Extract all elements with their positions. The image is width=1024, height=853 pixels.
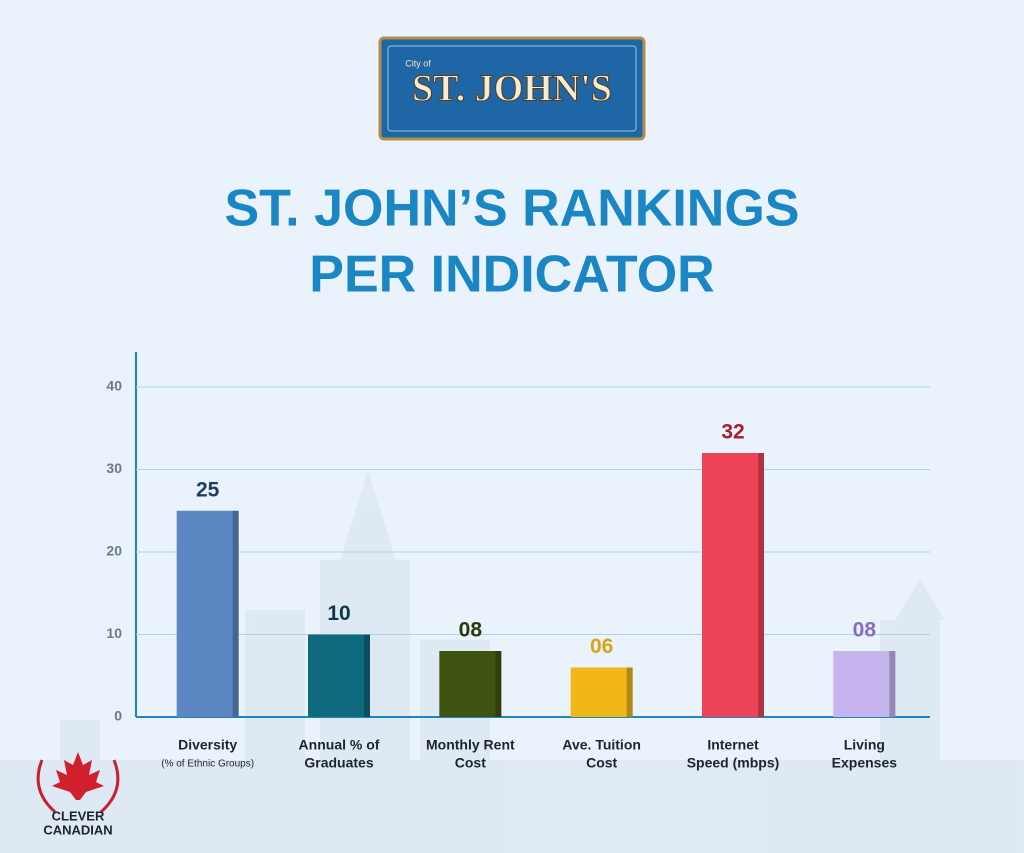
value-label: 10 [327,602,350,625]
x-tick-label: Expenses [832,755,898,771]
x-tick-label: (% of Ethnic Groups) [161,759,254,770]
bar [439,651,502,717]
x-tick-label: Living [844,737,885,753]
chart-title: ST. JOHN’S RANKINGS [225,180,800,238]
y-tick-label: 30 [106,460,122,476]
logo-small: City of [405,58,431,68]
bar-shade [232,510,239,717]
bar [702,453,764,717]
value-label: 08 [853,619,877,642]
y-tick-label: 10 [106,625,122,641]
logo-name: ST. JOHN'S [412,68,612,110]
x-tick-label: Diversity [178,737,237,753]
chart-title: PER INDICATOR [309,246,714,304]
bar-shade [758,453,764,717]
bar-shade [889,651,896,717]
brand-text: CLEVER [52,808,105,823]
x-tick-label: Ave. Tuition [562,737,641,753]
x-tick-label: Cost [586,755,617,771]
bar [176,510,239,717]
y-tick-label: 40 [106,378,122,394]
x-tick-label: Graduates [304,755,373,771]
bar-shade [364,634,370,717]
value-label: 06 [590,635,613,658]
value-label: 32 [721,421,744,444]
y-tick-label: 0 [114,708,122,724]
bar-shade [495,651,502,717]
x-tick-label: Speed (mbps) [687,755,780,771]
x-tick-label: Internet [707,737,759,753]
bar [570,667,633,717]
logo: City of ST. JOHN'S [378,36,646,141]
bar [833,651,896,717]
value-label: 08 [459,619,483,642]
x-tick-label: Annual % of [299,737,380,753]
x-tick-label: Monthly Rent [426,737,515,753]
brand-logo: CLEVER CANADIAN [36,752,120,837]
y-tick-label: 20 [106,543,122,559]
bar-shade [626,667,633,717]
x-tick-label: Cost [455,755,486,771]
bar [308,634,370,717]
value-label: 25 [196,478,220,501]
brand-text: CANADIAN [43,822,112,837]
